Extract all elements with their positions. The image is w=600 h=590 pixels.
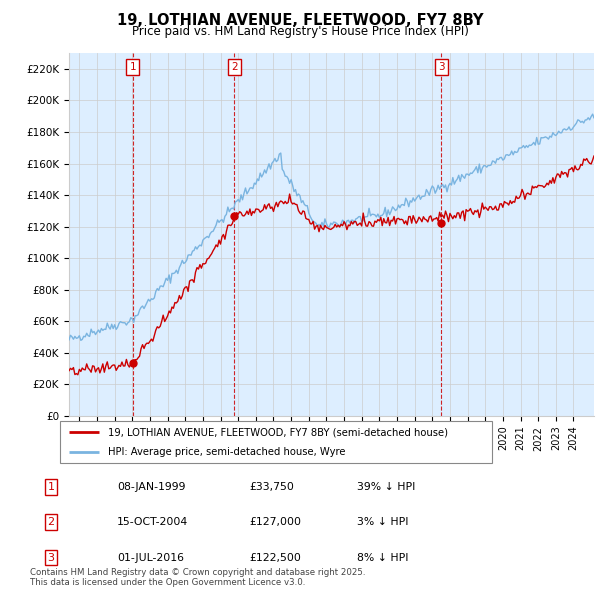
- Text: 1: 1: [130, 63, 136, 73]
- Text: Contains HM Land Registry data © Crown copyright and database right 2025.
This d: Contains HM Land Registry data © Crown c…: [30, 568, 365, 587]
- Text: 3: 3: [47, 553, 55, 562]
- Text: 1: 1: [47, 482, 55, 491]
- Text: 39% ↓ HPI: 39% ↓ HPI: [357, 482, 415, 491]
- Text: £122,500: £122,500: [249, 553, 301, 562]
- Text: £33,750: £33,750: [249, 482, 294, 491]
- Text: 15-OCT-2004: 15-OCT-2004: [117, 517, 188, 527]
- Text: 3% ↓ HPI: 3% ↓ HPI: [357, 517, 409, 527]
- Text: £127,000: £127,000: [249, 517, 301, 527]
- Text: 19, LOTHIAN AVENUE, FLEETWOOD, FY7 8BY: 19, LOTHIAN AVENUE, FLEETWOOD, FY7 8BY: [117, 13, 483, 28]
- Text: 08-JAN-1999: 08-JAN-1999: [117, 482, 185, 491]
- Text: 2: 2: [47, 517, 55, 527]
- Text: 8% ↓ HPI: 8% ↓ HPI: [357, 553, 409, 562]
- Text: HPI: Average price, semi-detached house, Wyre: HPI: Average price, semi-detached house,…: [107, 447, 345, 457]
- Text: Price paid vs. HM Land Registry's House Price Index (HPI): Price paid vs. HM Land Registry's House …: [131, 25, 469, 38]
- Text: 3: 3: [438, 63, 445, 73]
- Text: 19, LOTHIAN AVENUE, FLEETWOOD, FY7 8BY (semi-detached house): 19, LOTHIAN AVENUE, FLEETWOOD, FY7 8BY (…: [107, 427, 448, 437]
- FancyBboxPatch shape: [60, 421, 492, 463]
- Text: 2: 2: [231, 63, 238, 73]
- Text: 01-JUL-2016: 01-JUL-2016: [117, 553, 184, 562]
